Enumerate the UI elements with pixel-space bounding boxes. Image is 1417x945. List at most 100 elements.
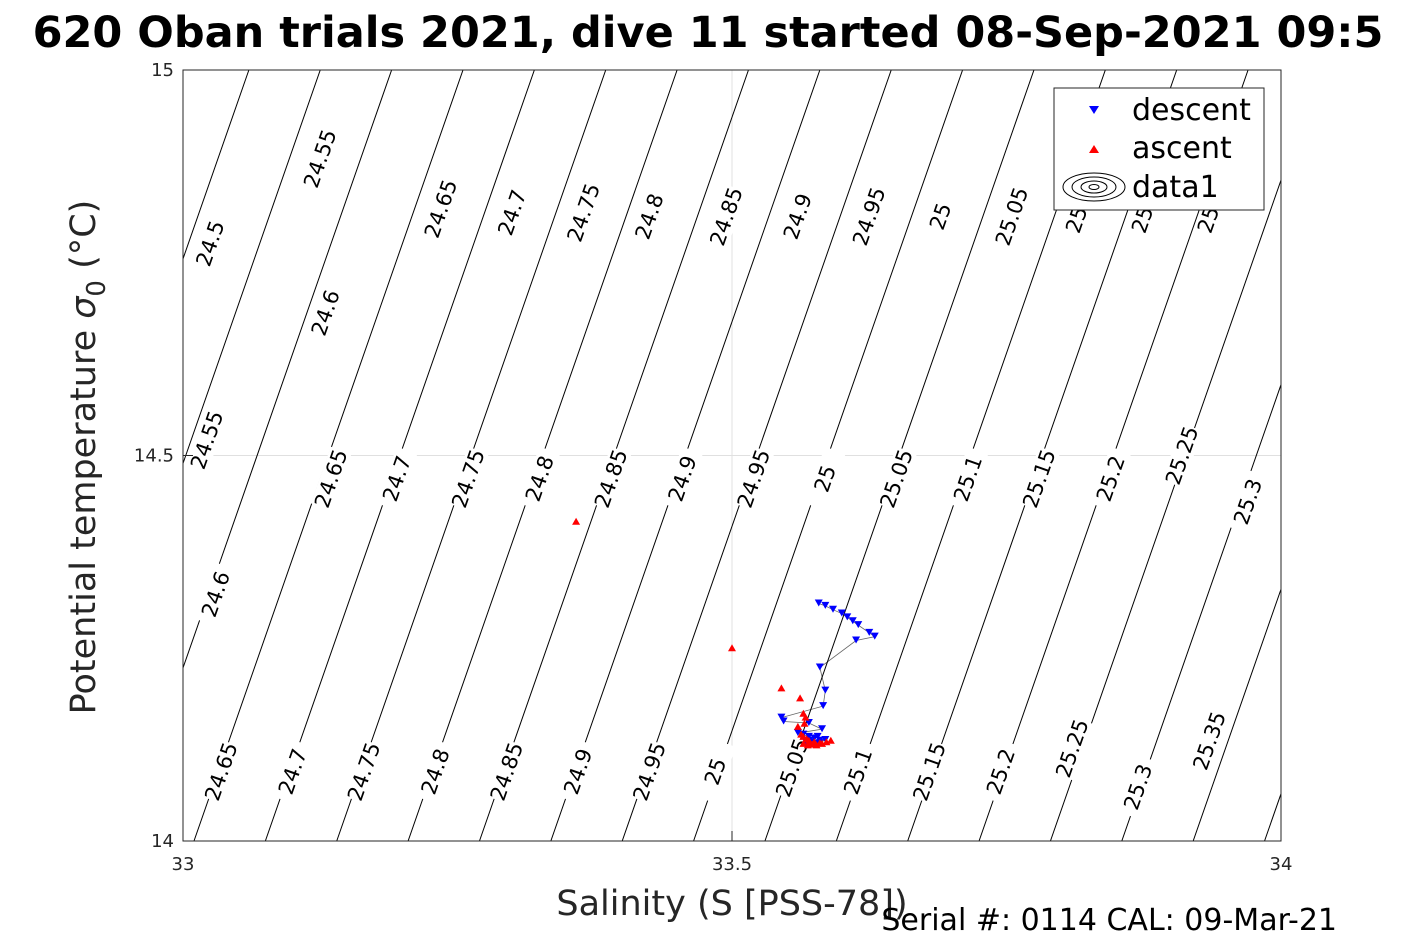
contour-label-bg: [272, 739, 314, 804]
legend: descent ascent data1: [1053, 87, 1265, 211]
contour-label-bg: [415, 739, 456, 804]
ascent-point: [572, 517, 581, 525]
ascent-point: [796, 694, 805, 702]
descent-point: [852, 636, 861, 644]
y-tick-label: 14: [151, 831, 174, 852]
ascent-point: [793, 722, 802, 730]
isopycnal-line: [1121, 383, 1281, 841]
axis-ticks: 33 33.5 34 14 14.5 15: [134, 60, 1293, 875]
descent-point: [804, 719, 813, 727]
y-axis-label-main: Potential temperature: [64, 319, 104, 715]
descent-point: [865, 628, 874, 636]
serial-cal-footer: Serial #: 0114 CAL: 09-Mar-21: [881, 903, 1337, 938]
contour-label-bg: [1019, 446, 1060, 511]
contour-label-bg: [590, 446, 632, 511]
isopycnal-line: [0, 70, 35, 841]
isopycnal-line: [1407, 70, 1417, 841]
contour-label-bg: [629, 739, 670, 804]
descent-point: [821, 601, 830, 609]
contour-label-bg: [343, 739, 385, 804]
legend-contour-icon: [1062, 172, 1126, 202]
contour-label-bg: [838, 739, 879, 804]
contour-label-bg: [420, 176, 462, 241]
isopycnal-line: [183, 70, 250, 261]
legend-ascent-label: ascent: [1132, 131, 1232, 166]
descent-point: [814, 599, 823, 607]
contour-label-bg: [376, 446, 418, 511]
ascent-point: [818, 739, 827, 747]
isopycnal-line: [1192, 587, 1281, 841]
isopycnal-line: [1336, 70, 1417, 841]
y-axis-label: Potential temperature σ0 (°C): [64, 200, 112, 715]
descent-point: [815, 663, 824, 671]
contour-label-bg: [448, 446, 489, 511]
y-axis-label-sigma: σ: [64, 295, 104, 319]
descent-point: [813, 732, 822, 740]
ascent-point: [800, 719, 809, 727]
contour-label-bg: [695, 739, 736, 804]
contour-label-bg: [991, 184, 1033, 249]
isopycnal-line: [183, 70, 393, 670]
ascent-point: [801, 713, 810, 721]
contour-label-bg: [662, 446, 703, 511]
y-axis-label-subscript: 0: [82, 280, 112, 297]
isopycnal-line: [1264, 792, 1281, 841]
x-tick-label: 33.5: [712, 854, 752, 875]
descent-point: [870, 632, 879, 640]
contour-label-bg: [772, 735, 813, 800]
y-tick-label: 14.5: [134, 446, 174, 467]
legend-data1-label: data1: [1132, 170, 1219, 205]
descent-point: [848, 617, 857, 625]
legend-box: [1053, 87, 1265, 211]
ascent-point: [777, 684, 786, 692]
descent-point: [821, 735, 830, 743]
descent-point: [821, 686, 830, 694]
contour-label-bg: [848, 184, 890, 249]
x-tick-label: 34: [1270, 854, 1293, 875]
contour-label-bg: [186, 408, 228, 473]
contour-label-bg: [201, 739, 242, 804]
contour-label-bg: [1189, 708, 1230, 773]
descent-point: [777, 713, 786, 721]
ascent-point: [728, 644, 736, 652]
contour-label-bg: [1117, 755, 1159, 819]
contour-label-bg: [1090, 446, 1132, 511]
descent-point: [843, 613, 852, 621]
contour-label-bg: [1052, 716, 1093, 781]
legend-descent-marker: [1089, 106, 1099, 114]
contour-label-bg: [980, 739, 1022, 804]
ascent-point: [799, 739, 808, 747]
contour-label-bg: [1227, 469, 1269, 534]
contour-label-bg: [947, 446, 989, 511]
contour-label-bg: [777, 184, 819, 249]
ascent-point: [826, 736, 835, 744]
legend-ascent-marker: [1089, 145, 1099, 153]
contour-label-bg: [920, 184, 961, 249]
contour-label-bg: [492, 180, 533, 245]
contour-label-bg: [305, 280, 347, 345]
descent-point: [829, 605, 838, 613]
contour-label-bg: [909, 739, 950, 804]
contour-label-bg: [486, 739, 528, 804]
chart-title: 620 Oban trials 2021, dive 11 started 08…: [33, 8, 1384, 58]
descent-point: [837, 609, 846, 617]
legend-descent-label: descent: [1132, 93, 1251, 128]
contour-label-bg: [733, 446, 775, 511]
y-axis-label-unit: (°C): [64, 200, 104, 280]
contour-label-bg: [190, 211, 231, 276]
ascent-point: [803, 741, 812, 749]
contour-label-bg: [1161, 423, 1203, 488]
descent-point: [819, 702, 828, 710]
contour-label-bg: [195, 562, 237, 627]
x-tick-label: 33: [172, 854, 195, 875]
contour-label-bg: [876, 446, 917, 511]
contour-label-bg: [310, 446, 352, 511]
contour-label-bg: [629, 184, 670, 249]
data-points: [572, 517, 879, 749]
contour-label-bg: [299, 126, 341, 191]
contour-label-bg: [563, 180, 605, 245]
contour-label-bg: [805, 446, 846, 511]
contour-label-bg: [706, 184, 747, 249]
descent-point: [854, 621, 863, 629]
